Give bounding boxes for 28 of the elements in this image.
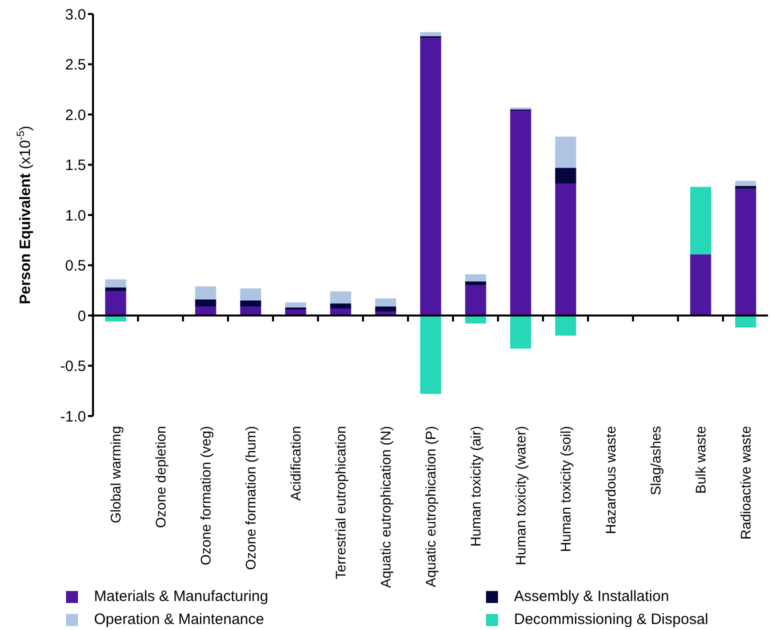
x-tick-label: Acidification bbox=[288, 426, 304, 501]
x-tick-label: Ozone depletion bbox=[152, 426, 168, 528]
legend-label: Operation & Maintenance bbox=[94, 611, 264, 628]
y-tick-label: 0.5 bbox=[65, 258, 86, 275]
x-tick-label: Hazardous waste bbox=[602, 426, 618, 534]
legend-label: Decommissioning & Disposal bbox=[514, 611, 708, 628]
legend-label: Materials & Manufacturing bbox=[94, 588, 268, 605]
x-tick-label: Human toxicity (soil) bbox=[558, 426, 574, 552]
y-tick-label: 3.0 bbox=[65, 6, 86, 24]
y-tick-label: 1.0 bbox=[65, 207, 86, 224]
y-tick-label: 2.5 bbox=[65, 56, 86, 74]
x-tick-label: Ozone formation (hum) bbox=[242, 426, 258, 570]
x-tick-label: Bulk waste bbox=[692, 426, 708, 494]
x-tick-label: Human toxicity (water) bbox=[512, 426, 528, 566]
x-tick-label: Terrestrial eutrophication bbox=[332, 426, 348, 580]
y-tick-label: 2.0 bbox=[65, 106, 86, 124]
x-tick-label: Human toxicity (air) bbox=[468, 426, 484, 547]
y-tick-label: -1.0 bbox=[60, 408, 86, 426]
x-tick-label: Radioactive waste bbox=[738, 426, 754, 540]
legend-label: Assembly & Installation bbox=[514, 588, 670, 605]
x-tick-label: Aquatic eutrophication (N) bbox=[378, 426, 394, 588]
x-tick-label: Slag/ashes bbox=[648, 426, 664, 496]
y-tick-label: 1.5 bbox=[65, 157, 86, 174]
x-tick-label: Ozone formation (veg) bbox=[198, 426, 214, 566]
y-tick-label: 0 bbox=[78, 308, 86, 325]
x-tick-label: Aquatic eutrophication (P) bbox=[422, 426, 438, 588]
x-tick-label: Global warming bbox=[108, 426, 124, 524]
y-tick-label: -0.5 bbox=[60, 358, 86, 376]
